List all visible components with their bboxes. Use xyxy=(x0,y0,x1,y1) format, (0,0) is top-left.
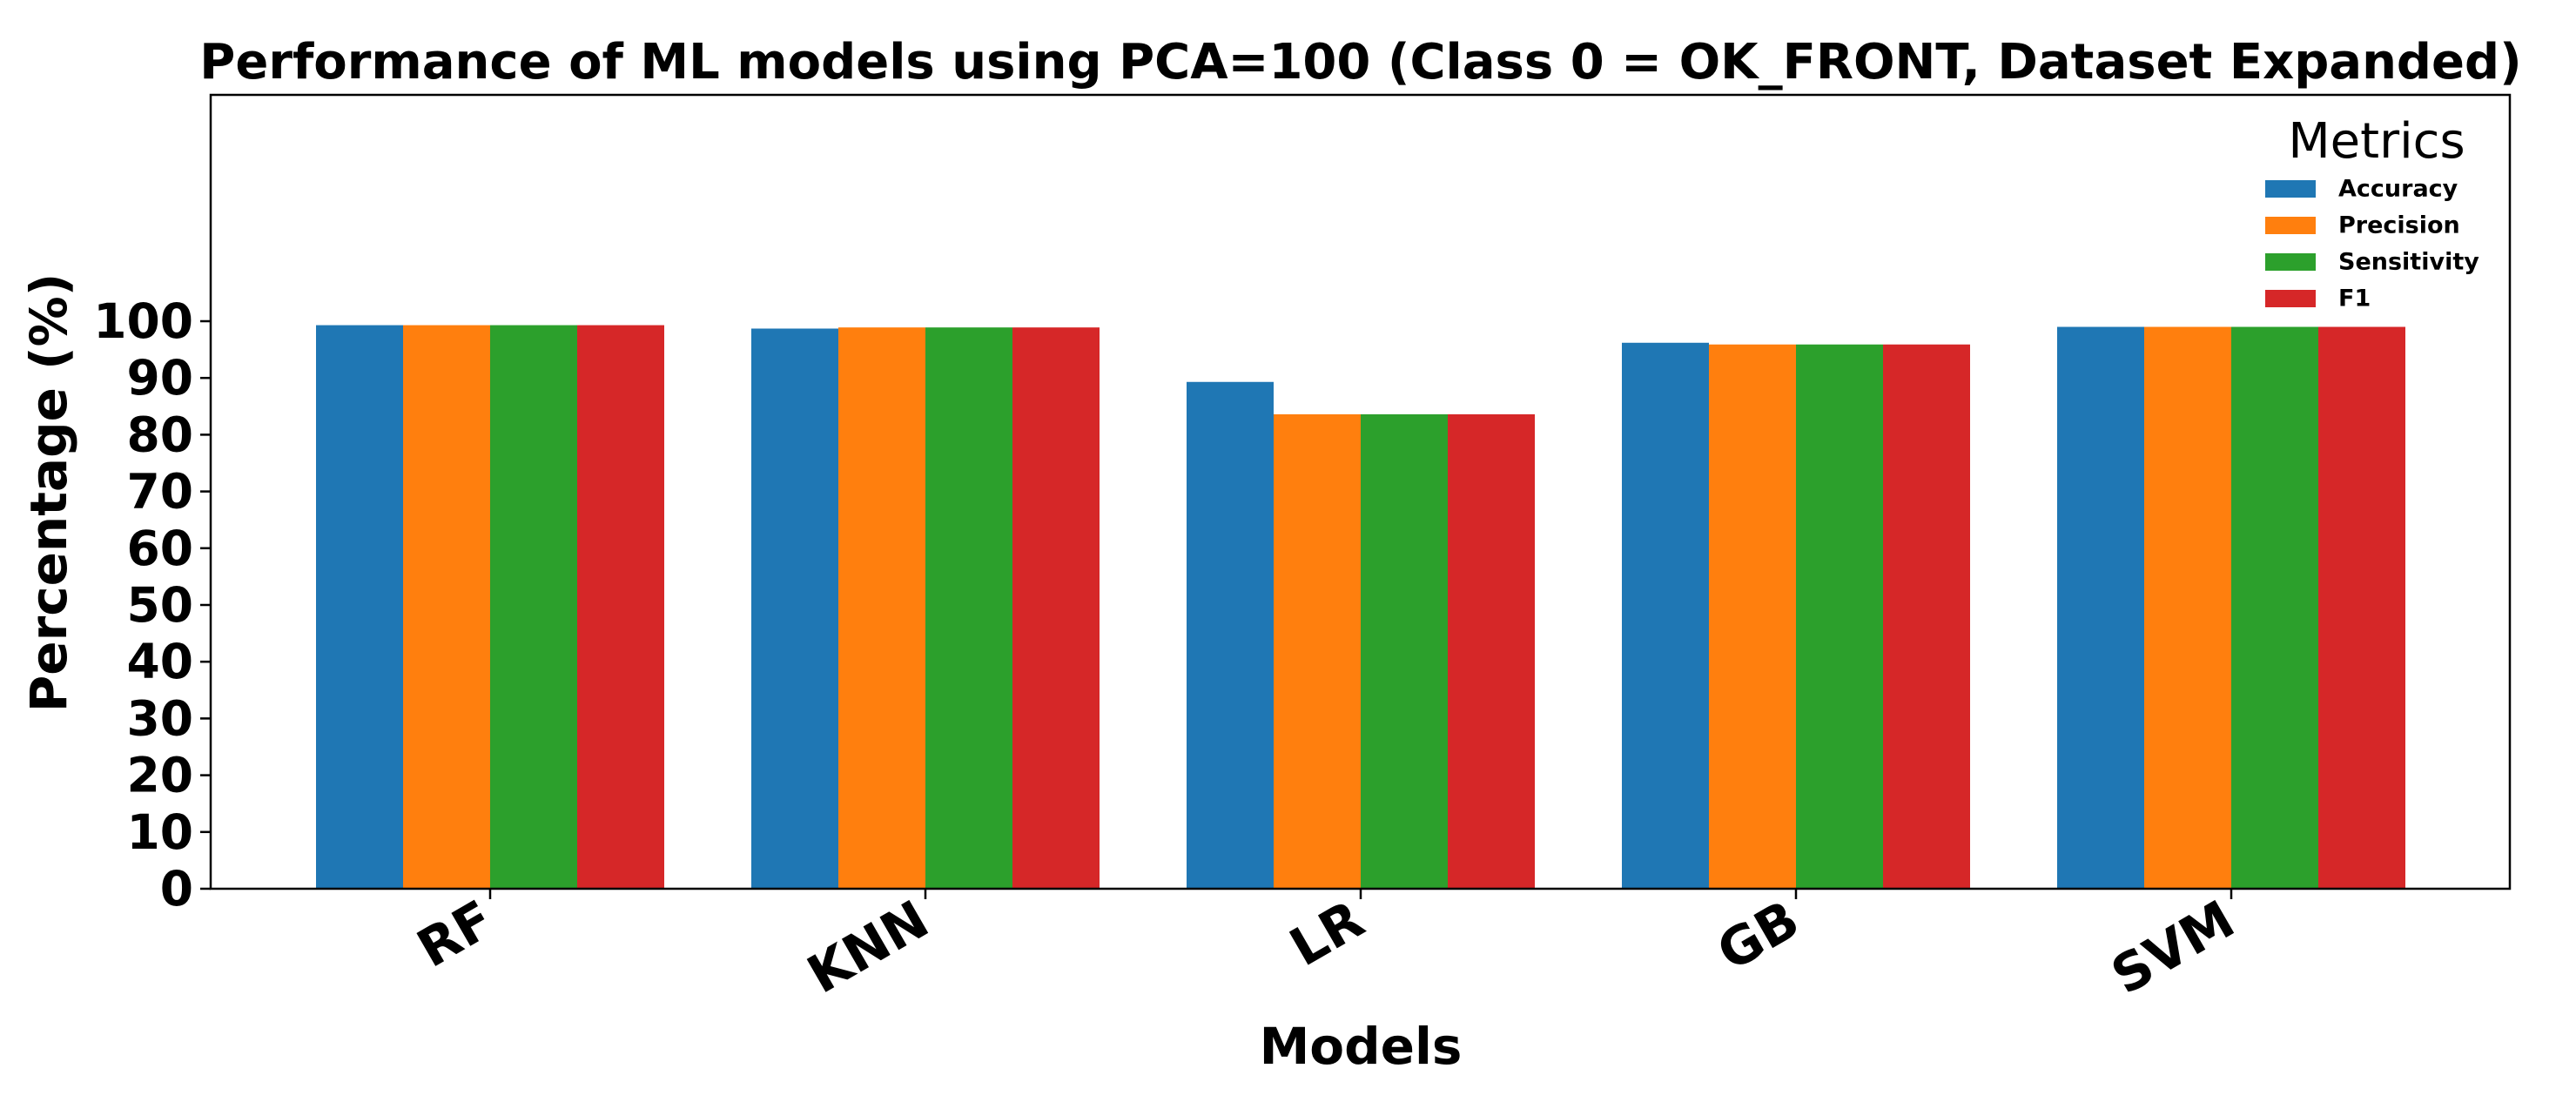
bar-lr-accuracy xyxy=(1187,381,1274,889)
bar-knn-accuracy xyxy=(751,328,838,889)
legend-swatch-f1 xyxy=(2265,290,2316,307)
bar-group-rf xyxy=(316,325,664,890)
y-tick-label: 20 xyxy=(126,748,193,803)
bar-group-lr xyxy=(1187,381,1535,890)
bar-lr-f1 xyxy=(1448,413,1535,890)
legend-swatch-sensitivity xyxy=(2265,253,2316,271)
chart-title: Performance of ML models using PCA=100 (… xyxy=(199,34,2521,91)
legend-swatch-accuracy xyxy=(2265,180,2316,198)
bar-svm-sensitivity xyxy=(2231,326,2318,889)
y-tick-label: 50 xyxy=(126,577,193,633)
bar-knn-sensitivity xyxy=(925,327,1012,889)
bar-lr-precision xyxy=(1274,413,1361,890)
bar-knn-precision xyxy=(838,327,925,889)
y-tick-label: 30 xyxy=(126,690,193,746)
plot-area xyxy=(316,325,2405,890)
y-tick-label: 0 xyxy=(160,861,193,917)
legend-label-sensitivity: Sensitivity xyxy=(2338,249,2479,276)
y-tick-label: 80 xyxy=(126,407,193,462)
x-tick-label-knn: KNN xyxy=(797,889,938,1005)
bar-lr-sensitivity xyxy=(1361,413,1448,890)
bar-svm-precision xyxy=(2144,326,2231,889)
x-tick-label-lr: LR xyxy=(1280,889,1374,978)
bar-gb-f1 xyxy=(1883,344,1970,889)
bar-group-gb xyxy=(1622,342,1970,889)
legend: Metrics Accuracy Precision Sensitivity F1 xyxy=(2265,113,2479,312)
y-tick-label: 70 xyxy=(126,464,193,520)
bar-gb-accuracy xyxy=(1622,342,1709,889)
legend-title: Metrics xyxy=(2288,113,2465,170)
legend-label-f1: F1 xyxy=(2338,286,2371,312)
bar-group-svm xyxy=(2057,326,2405,889)
bar-rf-sensitivity xyxy=(490,325,577,890)
legend-label-accuracy: Accuracy xyxy=(2338,176,2458,203)
bar-knn-f1 xyxy=(1012,327,1100,889)
bar-rf-precision xyxy=(403,325,490,890)
bar-rf-accuracy xyxy=(316,325,403,890)
y-tick-label: 100 xyxy=(93,293,193,349)
bar-rf-f1 xyxy=(577,325,664,890)
x-axis: RF KNN LR GB SVM xyxy=(407,889,2245,1007)
legend-swatch-precision xyxy=(2265,217,2316,234)
x-axis-label: Models xyxy=(1260,1017,1463,1076)
y-tick-label: 90 xyxy=(126,350,193,406)
bar-group-knn xyxy=(751,327,1100,889)
bar-gb-precision xyxy=(1709,344,1796,889)
y-axis-label: Percentage (%) xyxy=(19,273,78,713)
y-tick-label: 60 xyxy=(126,521,193,576)
x-tick-label-rf: RF xyxy=(407,889,504,979)
bar-svm-accuracy xyxy=(2057,326,2144,889)
x-tick-label-gb: GB xyxy=(1707,889,1809,983)
x-tick-label-svm: SVM xyxy=(2102,889,2244,1006)
bar-svm-f1 xyxy=(2318,326,2405,889)
legend-label-precision: Precision xyxy=(2338,212,2460,239)
bar-gb-sensitivity xyxy=(1796,344,1883,889)
y-tick-label: 40 xyxy=(126,634,193,689)
y-tick-label: 10 xyxy=(126,804,193,860)
